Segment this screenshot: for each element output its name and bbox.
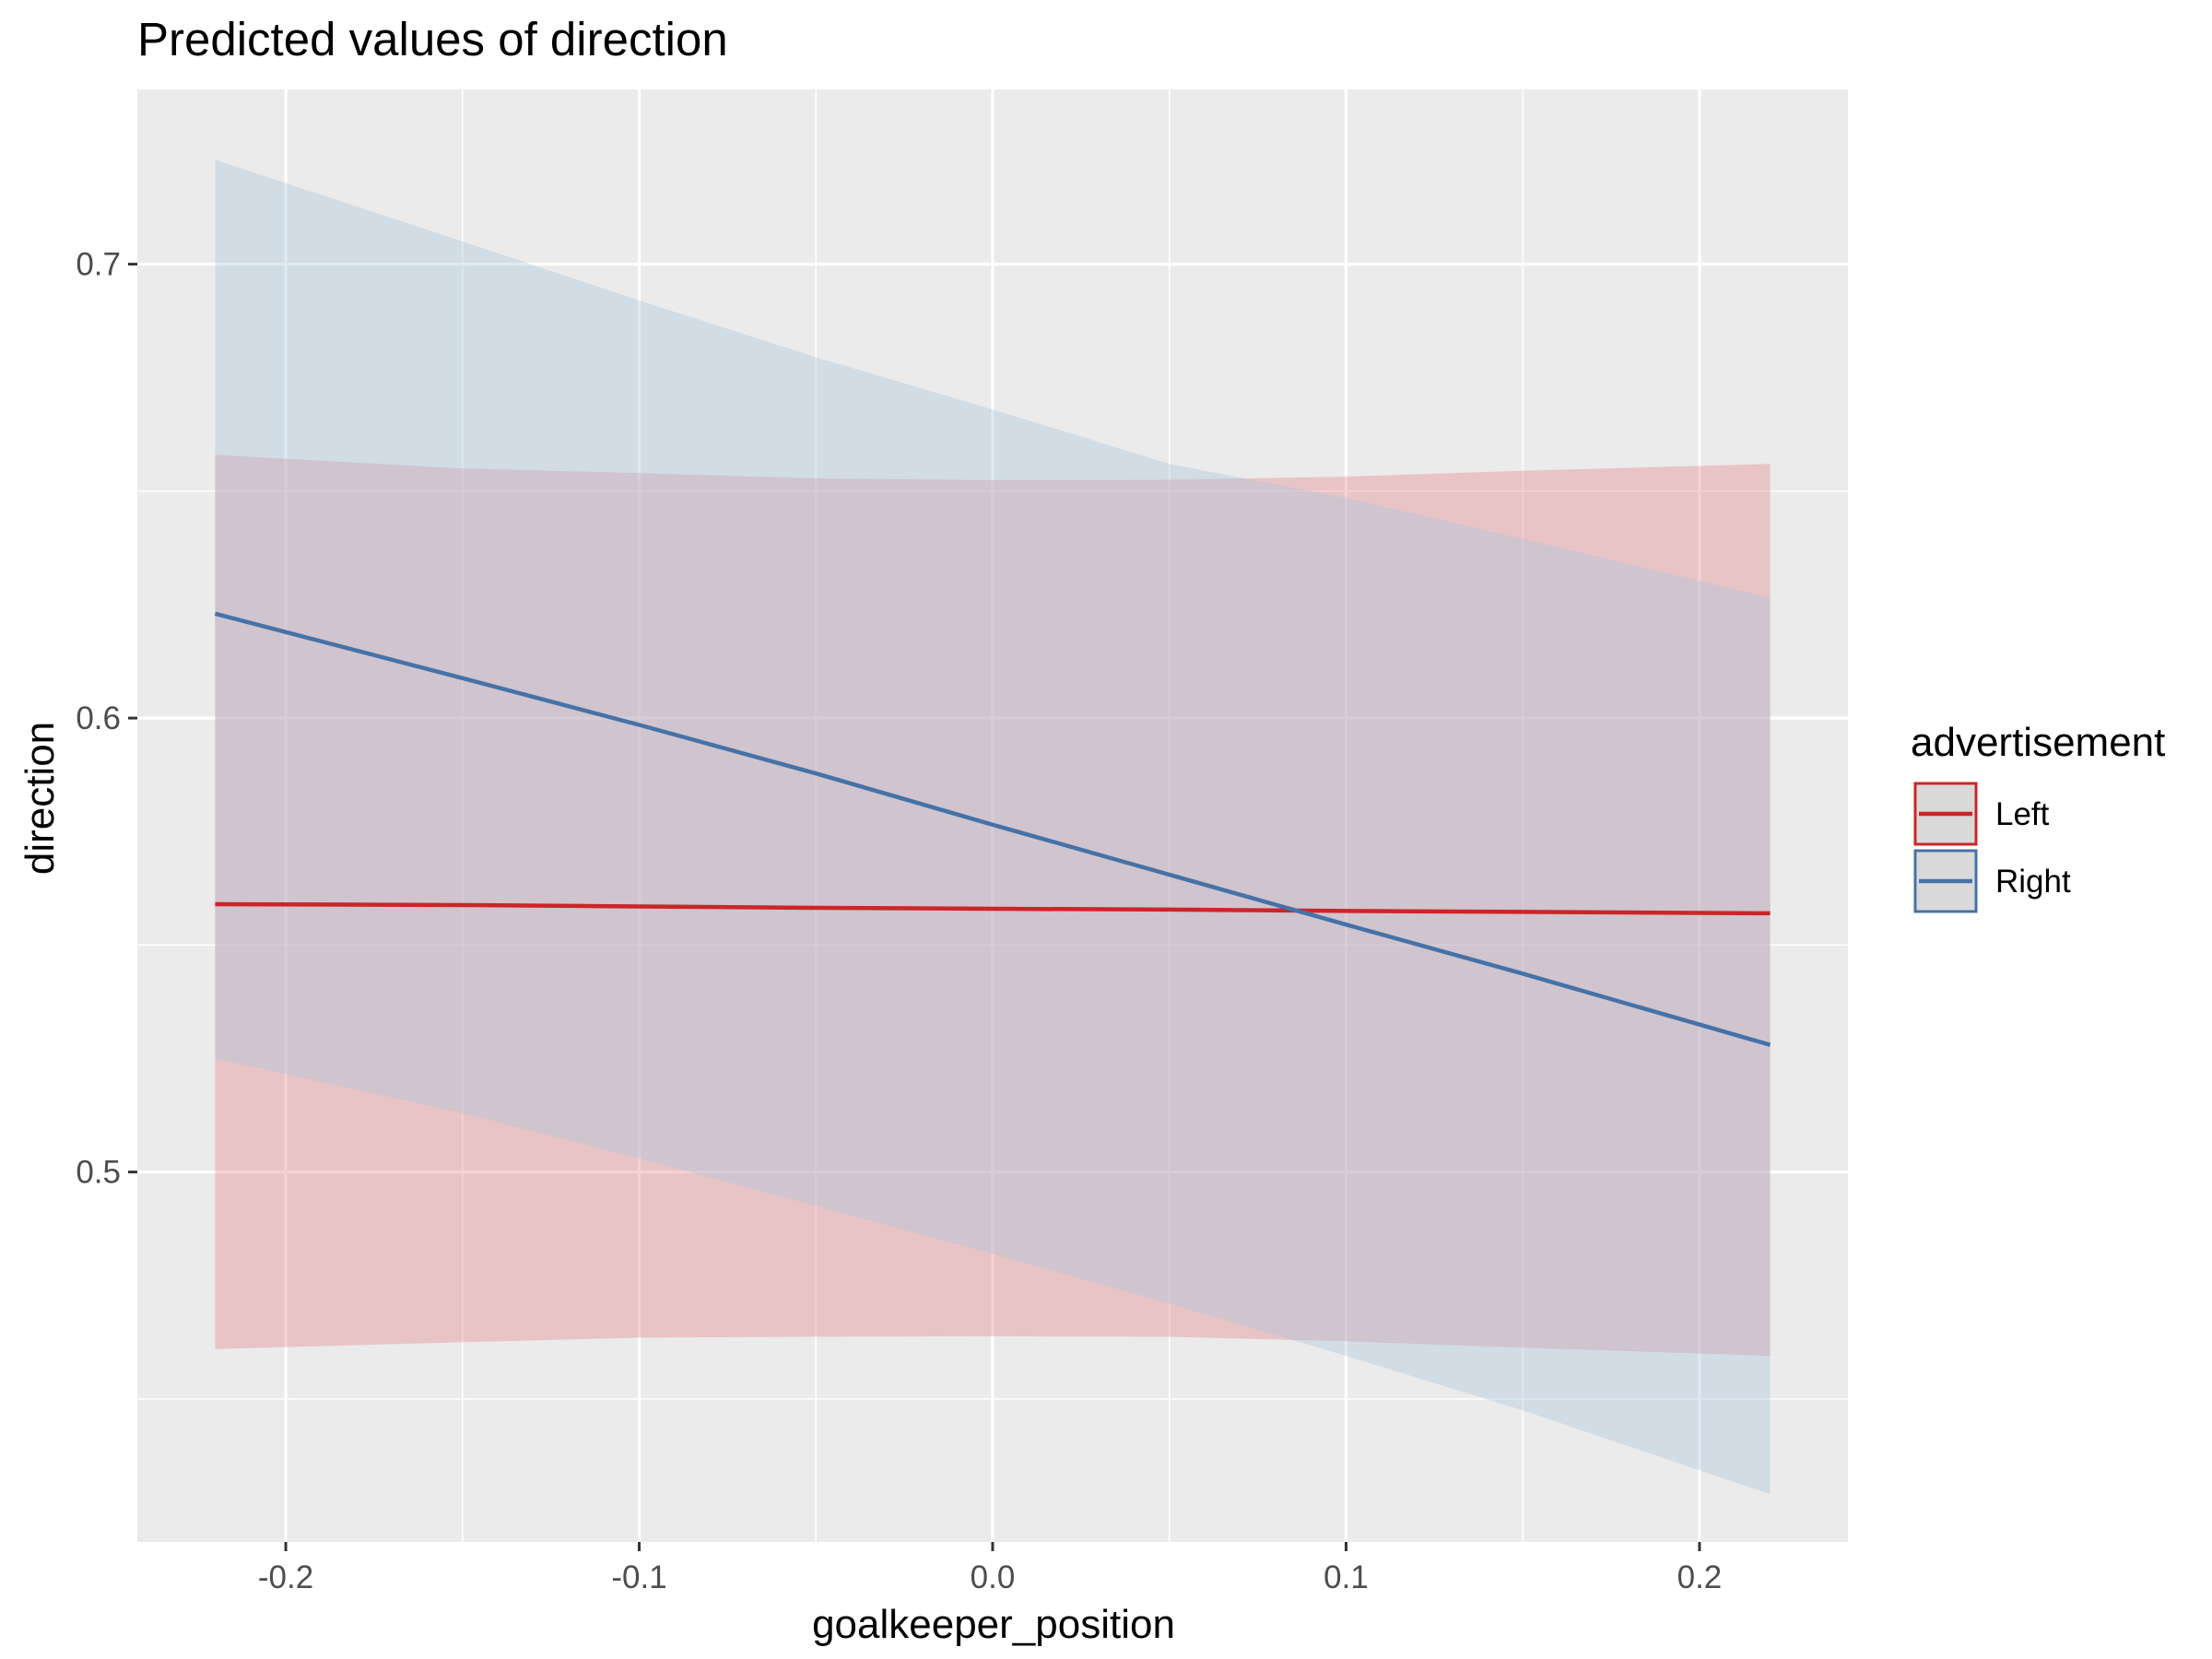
legend-label-left: Left	[1995, 796, 2050, 832]
series-line-left	[215, 901, 1771, 916]
y-axis: 0.5 0.6 0.7	[76, 247, 137, 1191]
legend-label-right: Right	[1995, 864, 2071, 900]
x-axis: -0.2 -0.1 0.0 0.1 0.2	[258, 1542, 1722, 1595]
x-tick-label: 0.1	[1324, 1559, 1369, 1595]
legend-title: advertisement	[1911, 720, 2165, 765]
y-tick-label: 0.6	[76, 700, 121, 736]
chart-title: Predicted values of direction	[137, 13, 728, 65]
x-tick-label: -0.2	[258, 1559, 313, 1595]
y-tick-label: 0.7	[76, 247, 121, 283]
legend: advertisement Left Right	[1911, 720, 2165, 913]
y-axis-title: direction	[18, 722, 63, 875]
series-line-right	[214, 611, 1771, 1047]
confidence-band-right	[215, 159, 1771, 1495]
x-tick-label: -0.1	[611, 1559, 666, 1595]
confidence-band-left	[215, 454, 1771, 1357]
x-axis-title: goalkeeper_position	[812, 1602, 1175, 1647]
x-tick-label: 0.2	[1677, 1559, 1723, 1595]
plot-panel	[137, 89, 1848, 1542]
y-tick-label: 0.5	[76, 1155, 121, 1191]
x-tick-label: 0.0	[971, 1559, 1016, 1595]
